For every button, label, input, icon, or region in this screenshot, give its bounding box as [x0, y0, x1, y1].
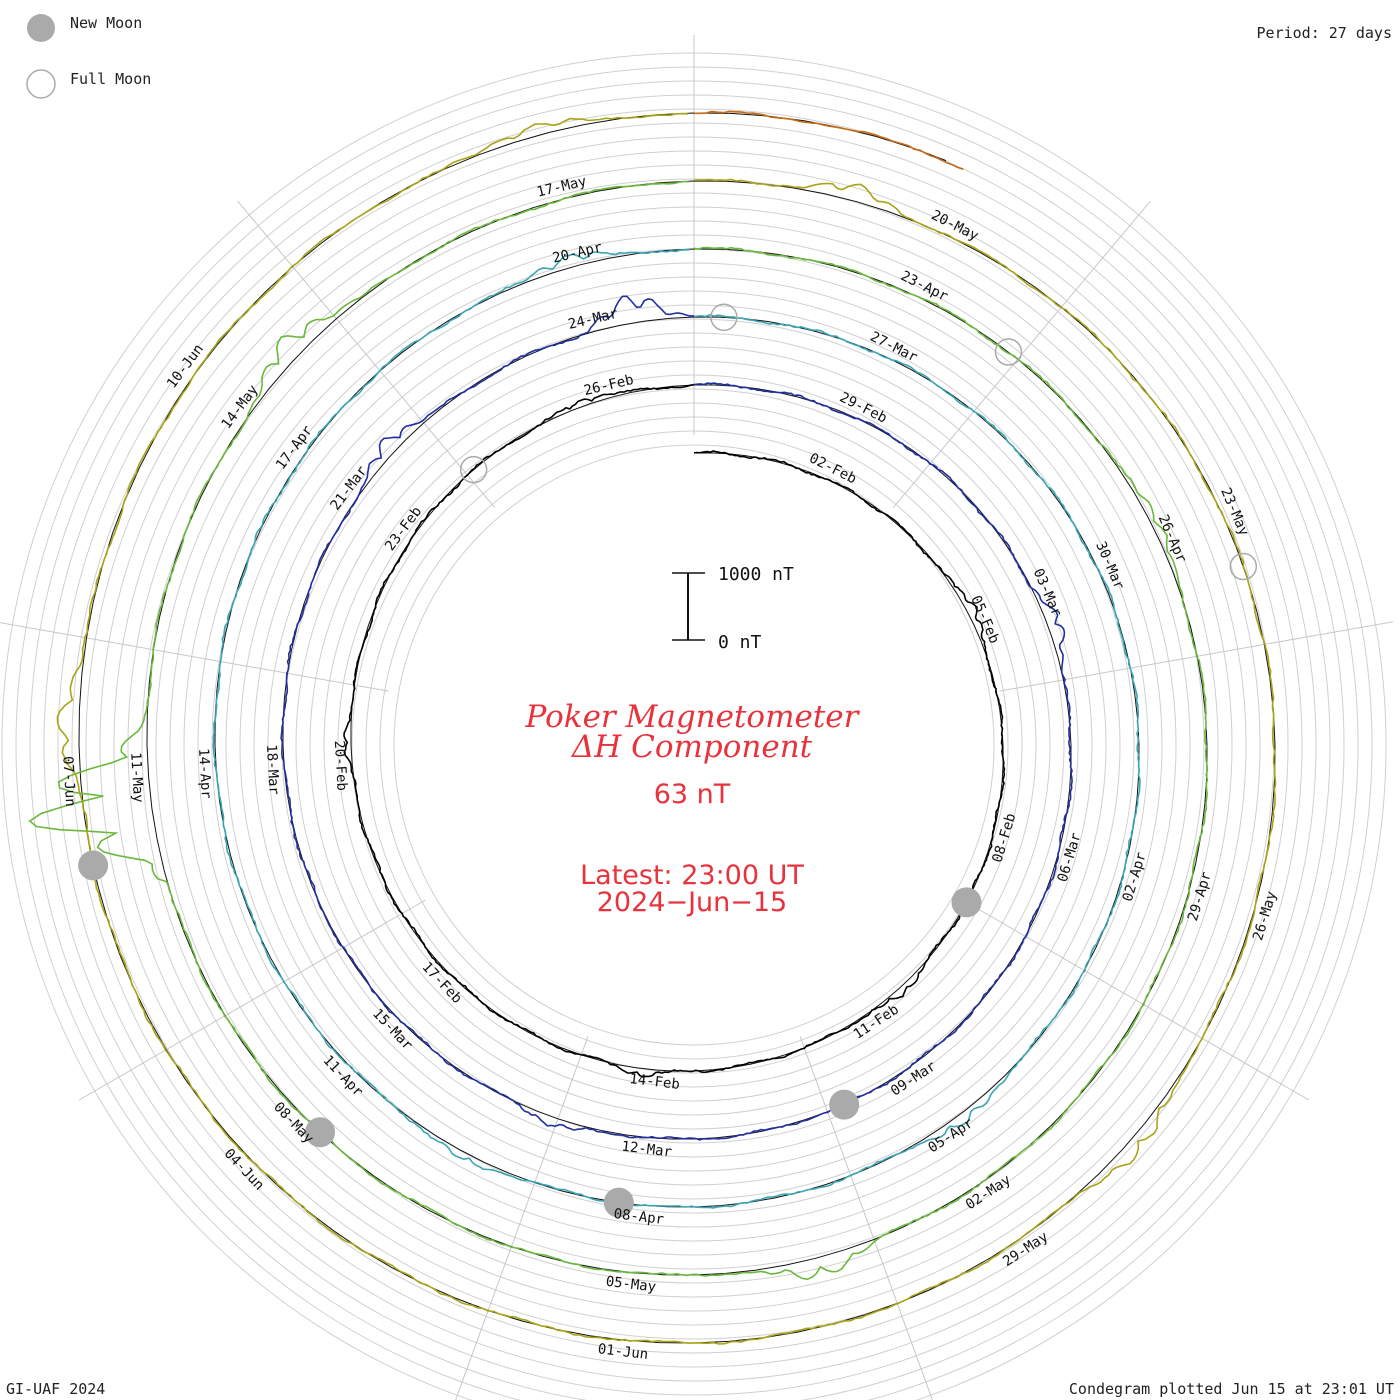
grid-spoke	[78, 899, 426, 1101]
scale-bar: 1000 nT 0 nT	[672, 564, 794, 653]
new-moon-marker	[829, 1089, 860, 1120]
grid-spoke	[799, 1036, 933, 1400]
date-label: 05-May	[605, 1274, 657, 1296]
full-moon-marker	[994, 338, 1023, 366]
plotted-timestamp: Condegram plotted Jun 15 at 23:01 UT	[1069, 1380, 1394, 1398]
full-moon-legend-label: Full Moon	[70, 70, 151, 88]
series-rotation-3	[28, 180, 1209, 1281]
legend: New Moon Full Moon	[26, 14, 151, 99]
date-label: 17-May	[535, 173, 588, 200]
grid-spoke	[455, 1036, 589, 1400]
date-label: 12-Mar	[621, 1139, 673, 1161]
date-label: 03-Mar	[1030, 566, 1065, 619]
date-label: 07-Jun	[59, 756, 78, 807]
date-label: 01-Jun	[597, 1341, 649, 1363]
series-rotation-4	[56, 112, 1277, 1345]
credit-label: GI-UAF 2024	[6, 1380, 105, 1398]
date-label: 02-Apr	[1120, 850, 1150, 903]
latest-time: Latest: 23:00 UT	[580, 860, 804, 891]
new-moon-legend-label: New Moon	[70, 14, 142, 32]
full-moon-marker	[710, 303, 738, 332]
grid-ring	[393, 444, 995, 1046]
series-rotation-1	[280, 295, 1073, 1141]
current-value: 63 nT	[654, 779, 731, 810]
new-moon-marker	[951, 887, 982, 918]
grid-spoke	[962, 899, 1310, 1101]
full-moon-marker	[1229, 552, 1258, 581]
chart-title: Poker Magnetometer	[525, 699, 861, 735]
new-moon-marker	[603, 1187, 634, 1218]
new-moon-marker	[305, 1117, 336, 1148]
date-label: 18-Mar	[263, 744, 282, 795]
date-label: 11-May	[127, 752, 146, 803]
full-moon-legend-icon	[26, 69, 56, 99]
series-rotation-5	[694, 110, 964, 170]
grid-spoke	[0, 622, 389, 692]
latest-date: 2024−Jun−15	[597, 887, 788, 918]
date-label: 08-Apr	[613, 1206, 665, 1228]
series-rotation-0	[343, 383, 1006, 1078]
date-label: 30-Mar	[1092, 539, 1127, 592]
date-label: 14-Apr	[195, 748, 214, 799]
period-label: Period: 27 days	[1257, 24, 1392, 42]
full-moon-marker	[459, 455, 488, 484]
date-label: 26-Apr	[1155, 512, 1190, 565]
date-label: 14-Feb	[629, 1071, 681, 1093]
date-label: 20-Feb	[331, 740, 350, 791]
moon-markers	[78, 303, 1258, 1218]
new-moon-legend-icon	[27, 14, 55, 42]
date-label: 24-Mar	[567, 306, 620, 333]
scale-top-label: 1000 nT	[718, 564, 794, 585]
data-series-group	[28, 110, 1277, 1345]
date-label: 26-May	[1250, 889, 1280, 942]
new-moon-marker	[78, 850, 109, 881]
scale-bottom-label: 0 nT	[718, 632, 762, 653]
polar-grid	[0, 35, 1394, 1400]
grid-spoke	[237, 200, 496, 508]
series-rotation-2	[212, 248, 1141, 1209]
date-label: 06-Mar	[1055, 831, 1085, 884]
chart-subtitle: ΔH Component	[571, 729, 813, 765]
